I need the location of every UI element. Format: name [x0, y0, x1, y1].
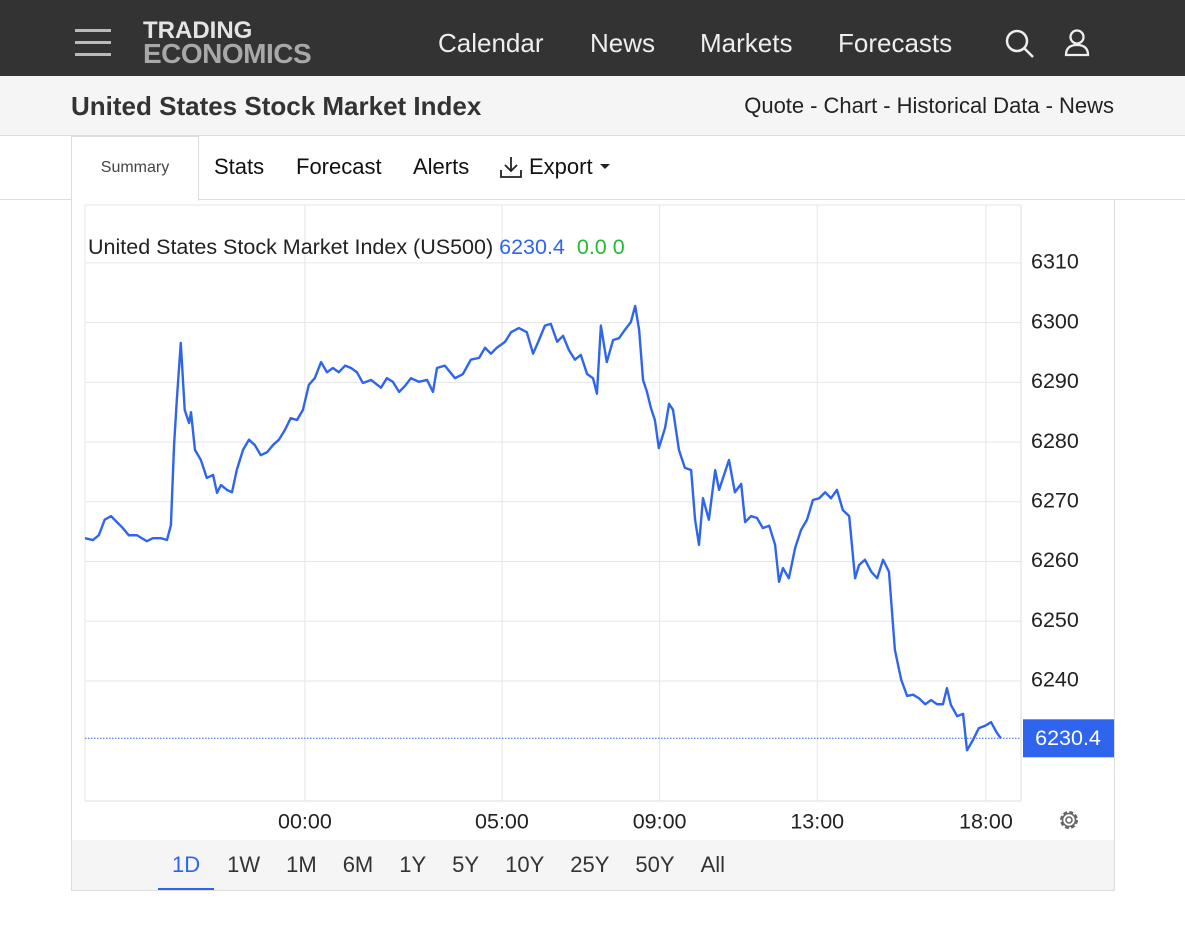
last-price: 6230.4: [499, 235, 565, 259]
x-tick-label: 09:00: [633, 810, 687, 834]
last-price-label: 6230.4: [1035, 726, 1101, 750]
page-title: United States Stock Market Index: [71, 91, 482, 121]
search-icon[interactable]: [1004, 28, 1036, 60]
y-tick-label: 6270: [1031, 488, 1079, 512]
y-tick-label: 6280: [1031, 429, 1079, 453]
y-tick-label: 6290: [1031, 369, 1079, 393]
header-link[interactable]: Quote: [744, 93, 805, 118]
user-icon[interactable]: [1063, 28, 1093, 58]
header-link[interactable]: News: [1058, 93, 1114, 118]
menu-icon[interactable]: [75, 41, 111, 44]
y-tick-label: 6310: [1031, 250, 1079, 274]
range-bar: 1D 1W 1M 6M 1Y 5Y 10Y 25Y 50Y All: [72, 840, 1114, 890]
download-icon[interactable]: [499, 155, 525, 181]
menu-icon[interactable]: [75, 29, 111, 32]
tab[interactable]: Forecast: [296, 154, 382, 179]
range-button[interactable]: 50Y: [635, 852, 675, 877]
chart-title: United States Stock Market Index (US500)…: [88, 235, 625, 259]
range-button[interactable]: 25Y: [570, 852, 610, 877]
price-line: [84, 304, 1002, 752]
tab-bar: Summary Stats Forecast Alerts Export: [0, 136, 1185, 201]
range-button[interactable]: 1M: [286, 852, 317, 877]
x-tick-label: 00:00: [278, 810, 332, 834]
header-links: Quote - Chart - Historical Data - News: [744, 93, 1114, 119]
logo[interactable]: TRADING ECONOMICS: [143, 17, 312, 69]
x-tick-label: 13:00: [790, 810, 844, 834]
logo-text: TRADING: [143, 17, 253, 44]
separator: -: [810, 93, 818, 118]
chart-panel: 18:00 13:00 09:00 05:00 00:00 6310 6300 6290 628…: [71, 199, 1115, 891]
nav-link[interactable]: Forecasts: [838, 28, 953, 58]
nav-link[interactable]: Markets: [700, 28, 793, 58]
settings-icon[interactable]: [1060, 811, 1078, 829]
range-button[interactable]: 1D: [158, 840, 215, 890]
last-price-badge: [1023, 719, 1114, 758]
chart-title-text: United States Stock Market Index (US500): [88, 235, 493, 259]
page-header: United States Stock Market Index Quote - C…: [0, 76, 1185, 136]
range-button[interactable]: 10Y: [505, 852, 545, 877]
tab-active[interactable]: Summary: [71, 136, 199, 201]
header-link[interactable]: Historical Data: [896, 93, 1040, 118]
y-tick-label: 6240: [1031, 668, 1079, 692]
tab[interactable]: Stats: [214, 154, 265, 179]
tab[interactable]: Export: [529, 154, 593, 179]
logo-text: ECONOMICS: [143, 38, 312, 69]
top-nav: TRADING ECONOMICS Calendar News Markets …: [0, 0, 1185, 76]
price-change: 0.0: [577, 235, 607, 259]
range-button[interactable]: 6M: [342, 852, 374, 877]
caret-icon[interactable]: [599, 162, 613, 172]
range-button[interactable]: 1Y: [399, 852, 427, 877]
nav-link[interactable]: News: [590, 28, 656, 58]
y-tick-label: 6260: [1031, 548, 1079, 572]
menu-icon[interactable]: [75, 53, 111, 56]
header-link[interactable]: Chart: [823, 93, 878, 118]
separator: -: [883, 93, 891, 118]
range-button[interactable]: 5Y: [452, 852, 480, 877]
y-tick-label: 6250: [1031, 608, 1079, 632]
x-tick-label: 18:00: [959, 810, 1013, 834]
chart: 18:00 13:00 09:00 05:00 00:00 6310 6300 6290 628…: [84, 204, 1114, 834]
range-button[interactable]: 1W: [227, 852, 261, 877]
price-change-percent: 0: [613, 235, 625, 259]
nav-link[interactable]: Calendar: [438, 28, 544, 58]
range-button[interactable]: All: [700, 852, 726, 877]
x-tick-label: 05:00: [475, 810, 529, 834]
tab[interactable]: Alerts: [413, 154, 470, 179]
separator: -: [1045, 93, 1053, 118]
y-tick-label: 6300: [1031, 309, 1079, 333]
